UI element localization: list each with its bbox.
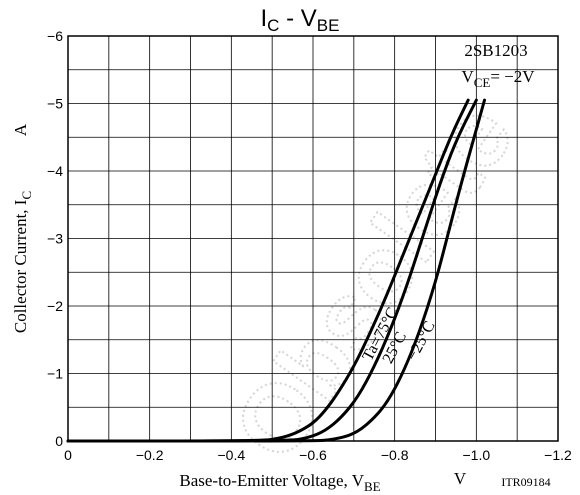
plot-frame [67,35,559,442]
grid [68,36,558,441]
x-tick-label: −0.2 [136,447,164,463]
y-tick-label: −3 [47,231,63,247]
y-tick-label: −4 [47,163,63,179]
y-tick-label: −5 [47,96,63,112]
y-tick-label: −1 [47,366,63,382]
y-tick-labels: 0 −1 −2 −3 −4 −5 −6 [47,28,63,449]
x-tick-label: 0 [64,447,72,463]
x-axis-label: Base-to-Emitter Voltage, VBE [179,471,380,494]
y-tick-label: −2 [47,298,63,314]
x-tick-label: −0.8 [381,447,409,463]
y-axis-unit: A [11,123,30,136]
condition-label: VCE= −2V [461,67,535,90]
figure-code: ITR09184 [501,475,550,489]
x-tick-label: −0.4 [218,447,246,463]
chart-title: IC - VBE [261,5,340,35]
x-tick-labels: 0 −0.2 −0.4 −0.6 −0.8 −1.0 −1.2 [64,447,572,463]
y-tick-label: −6 [47,28,63,44]
x-axis-unit: V [454,469,467,488]
x-tick-label: −0.6 [299,447,327,463]
device-label: 2SB1203 [464,41,527,60]
curve-label-2: −25°C [404,318,439,363]
y-axis-label: Collector Current, IC [11,191,34,333]
y-tick-label: 0 [55,433,63,449]
x-tick-label: −1.2 [544,447,572,463]
legend-box: 2SB1203 VCE= −2V [461,41,535,90]
x-tick-label: −1.0 [463,447,491,463]
